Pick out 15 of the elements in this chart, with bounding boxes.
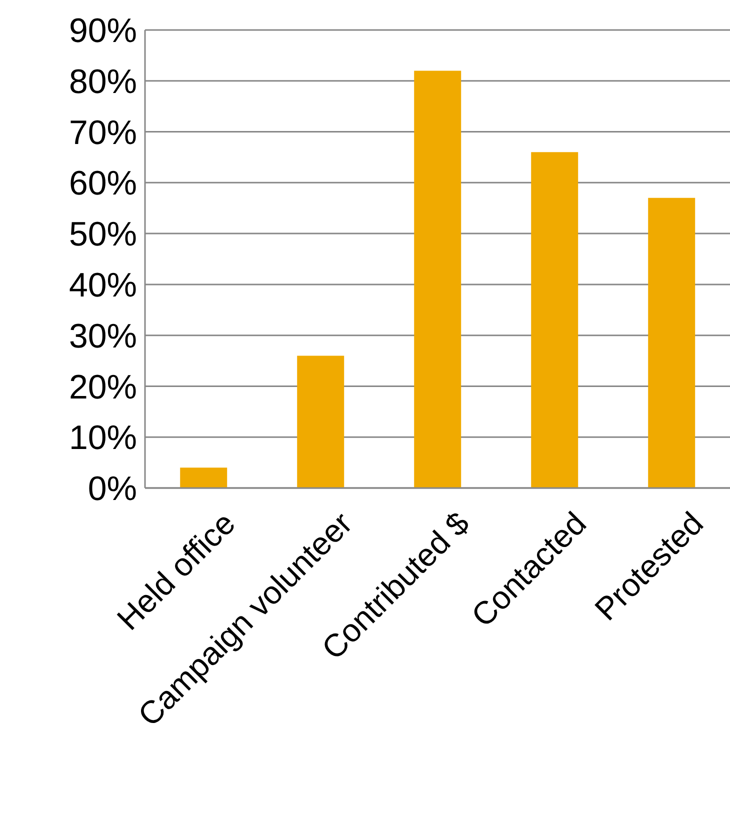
- y-tick-label: 20%: [68, 368, 137, 406]
- bar: [414, 70, 462, 488]
- y-tick-label: 0%: [88, 470, 137, 508]
- y-tick-label: 40%: [68, 266, 137, 305]
- y-tick-label: 50%: [68, 216, 137, 254]
- bar: [531, 152, 578, 488]
- bar: [648, 198, 696, 488]
- y-tick-label: 10%: [68, 419, 137, 458]
- y-tick-label: 30%: [68, 317, 137, 356]
- y-tick-label: 90%: [68, 12, 137, 50]
- bar: [180, 468, 228, 488]
- y-tick-label: 60%: [68, 164, 137, 203]
- y-tick-label: 70%: [68, 114, 137, 152]
- bar: [297, 356, 344, 488]
- y-tick-label: 80%: [68, 62, 137, 101]
